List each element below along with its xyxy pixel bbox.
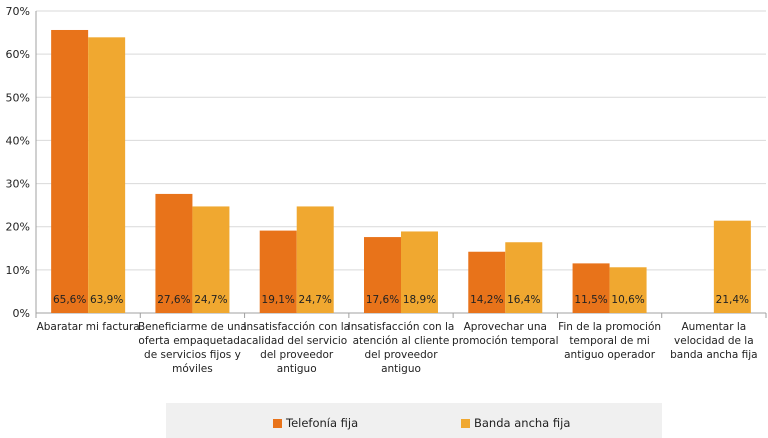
category-label: del proveedor [364, 349, 438, 361]
category-label: banda ancha fija [670, 349, 757, 361]
bar [296, 206, 334, 313]
y-tick-label: 70% [6, 5, 30, 18]
legend-item-telefonia-fija: Telefonía fija [273, 416, 358, 430]
bar [259, 230, 297, 313]
data-label: 11,5% [574, 294, 607, 306]
bar [88, 37, 126, 314]
category-label: temporal de mi [569, 335, 650, 347]
bar [155, 193, 193, 313]
data-label: 63,9% [90, 294, 123, 306]
y-tick-label: 30% [6, 178, 30, 191]
y-tick-label: 40% [6, 134, 30, 147]
y-tick-label: 10% [6, 264, 30, 277]
category-label: oferta empaquetada [138, 335, 246, 347]
data-label: 17,6% [366, 294, 399, 306]
bar [364, 237, 401, 313]
category-label: atención al cliente [353, 335, 450, 347]
y-tick-label: 60% [6, 48, 30, 61]
category-label: Beneficiarme de una [138, 321, 247, 333]
data-label: 19,1% [262, 294, 295, 306]
data-label: 24,7% [299, 294, 332, 306]
bar [609, 267, 647, 313]
bar [572, 263, 610, 313]
legend-item-banda-ancha-fija: Banda ancha fija [461, 416, 570, 430]
data-label: 24,7% [194, 294, 227, 306]
data-label: 21,4% [716, 294, 749, 306]
y-tick-label: 20% [6, 221, 30, 234]
category-label: Aumentar la [681, 321, 746, 333]
legend-label-banda-ancha-fija: Banda ancha fija [474, 416, 571, 430]
category-label: Insatisfacción con la [348, 321, 455, 333]
data-label: 27,6% [157, 294, 190, 306]
bar [505, 242, 543, 313]
bar [401, 231, 438, 313]
data-label: 10,6% [611, 294, 644, 306]
category-label: antiguo [381, 363, 421, 375]
category-label: del proveedor [260, 349, 334, 361]
category-label: Insatisfacción con la [243, 321, 350, 333]
legend-swatch-banda-ancha-fija [461, 418, 470, 428]
category-label: promoción temporal [452, 335, 559, 347]
data-label: 65,6% [53, 294, 86, 306]
category-label: Abaratar mi factura [37, 321, 140, 333]
category-label: de servicios fijos y [144, 349, 241, 361]
category-label: calidad del servicio [246, 335, 347, 347]
category-label: móviles [172, 363, 213, 375]
data-label: 14,2% [470, 294, 503, 306]
legend: Telefonía fija Banda ancha fija [166, 403, 662, 438]
category-label: velocidad de la [674, 335, 754, 347]
category-label: antiguo [277, 363, 317, 375]
legend-label-telefonia-fija: Telefonía fija [286, 416, 359, 430]
bar [468, 251, 506, 313]
category-label: Fin de la promoción [558, 321, 661, 333]
bar [192, 206, 230, 313]
data-label: 18,9% [403, 294, 436, 306]
category-label: Aprovechar una [464, 321, 547, 333]
category-label: antiguo operador [564, 349, 656, 361]
bar [713, 220, 751, 313]
bar [51, 29, 89, 314]
y-tick-label: 50% [6, 91, 30, 104]
data-label: 16,4% [507, 294, 540, 306]
legend-swatch-telefonia-fija [273, 418, 282, 428]
y-tick-label: 0% [13, 307, 30, 320]
